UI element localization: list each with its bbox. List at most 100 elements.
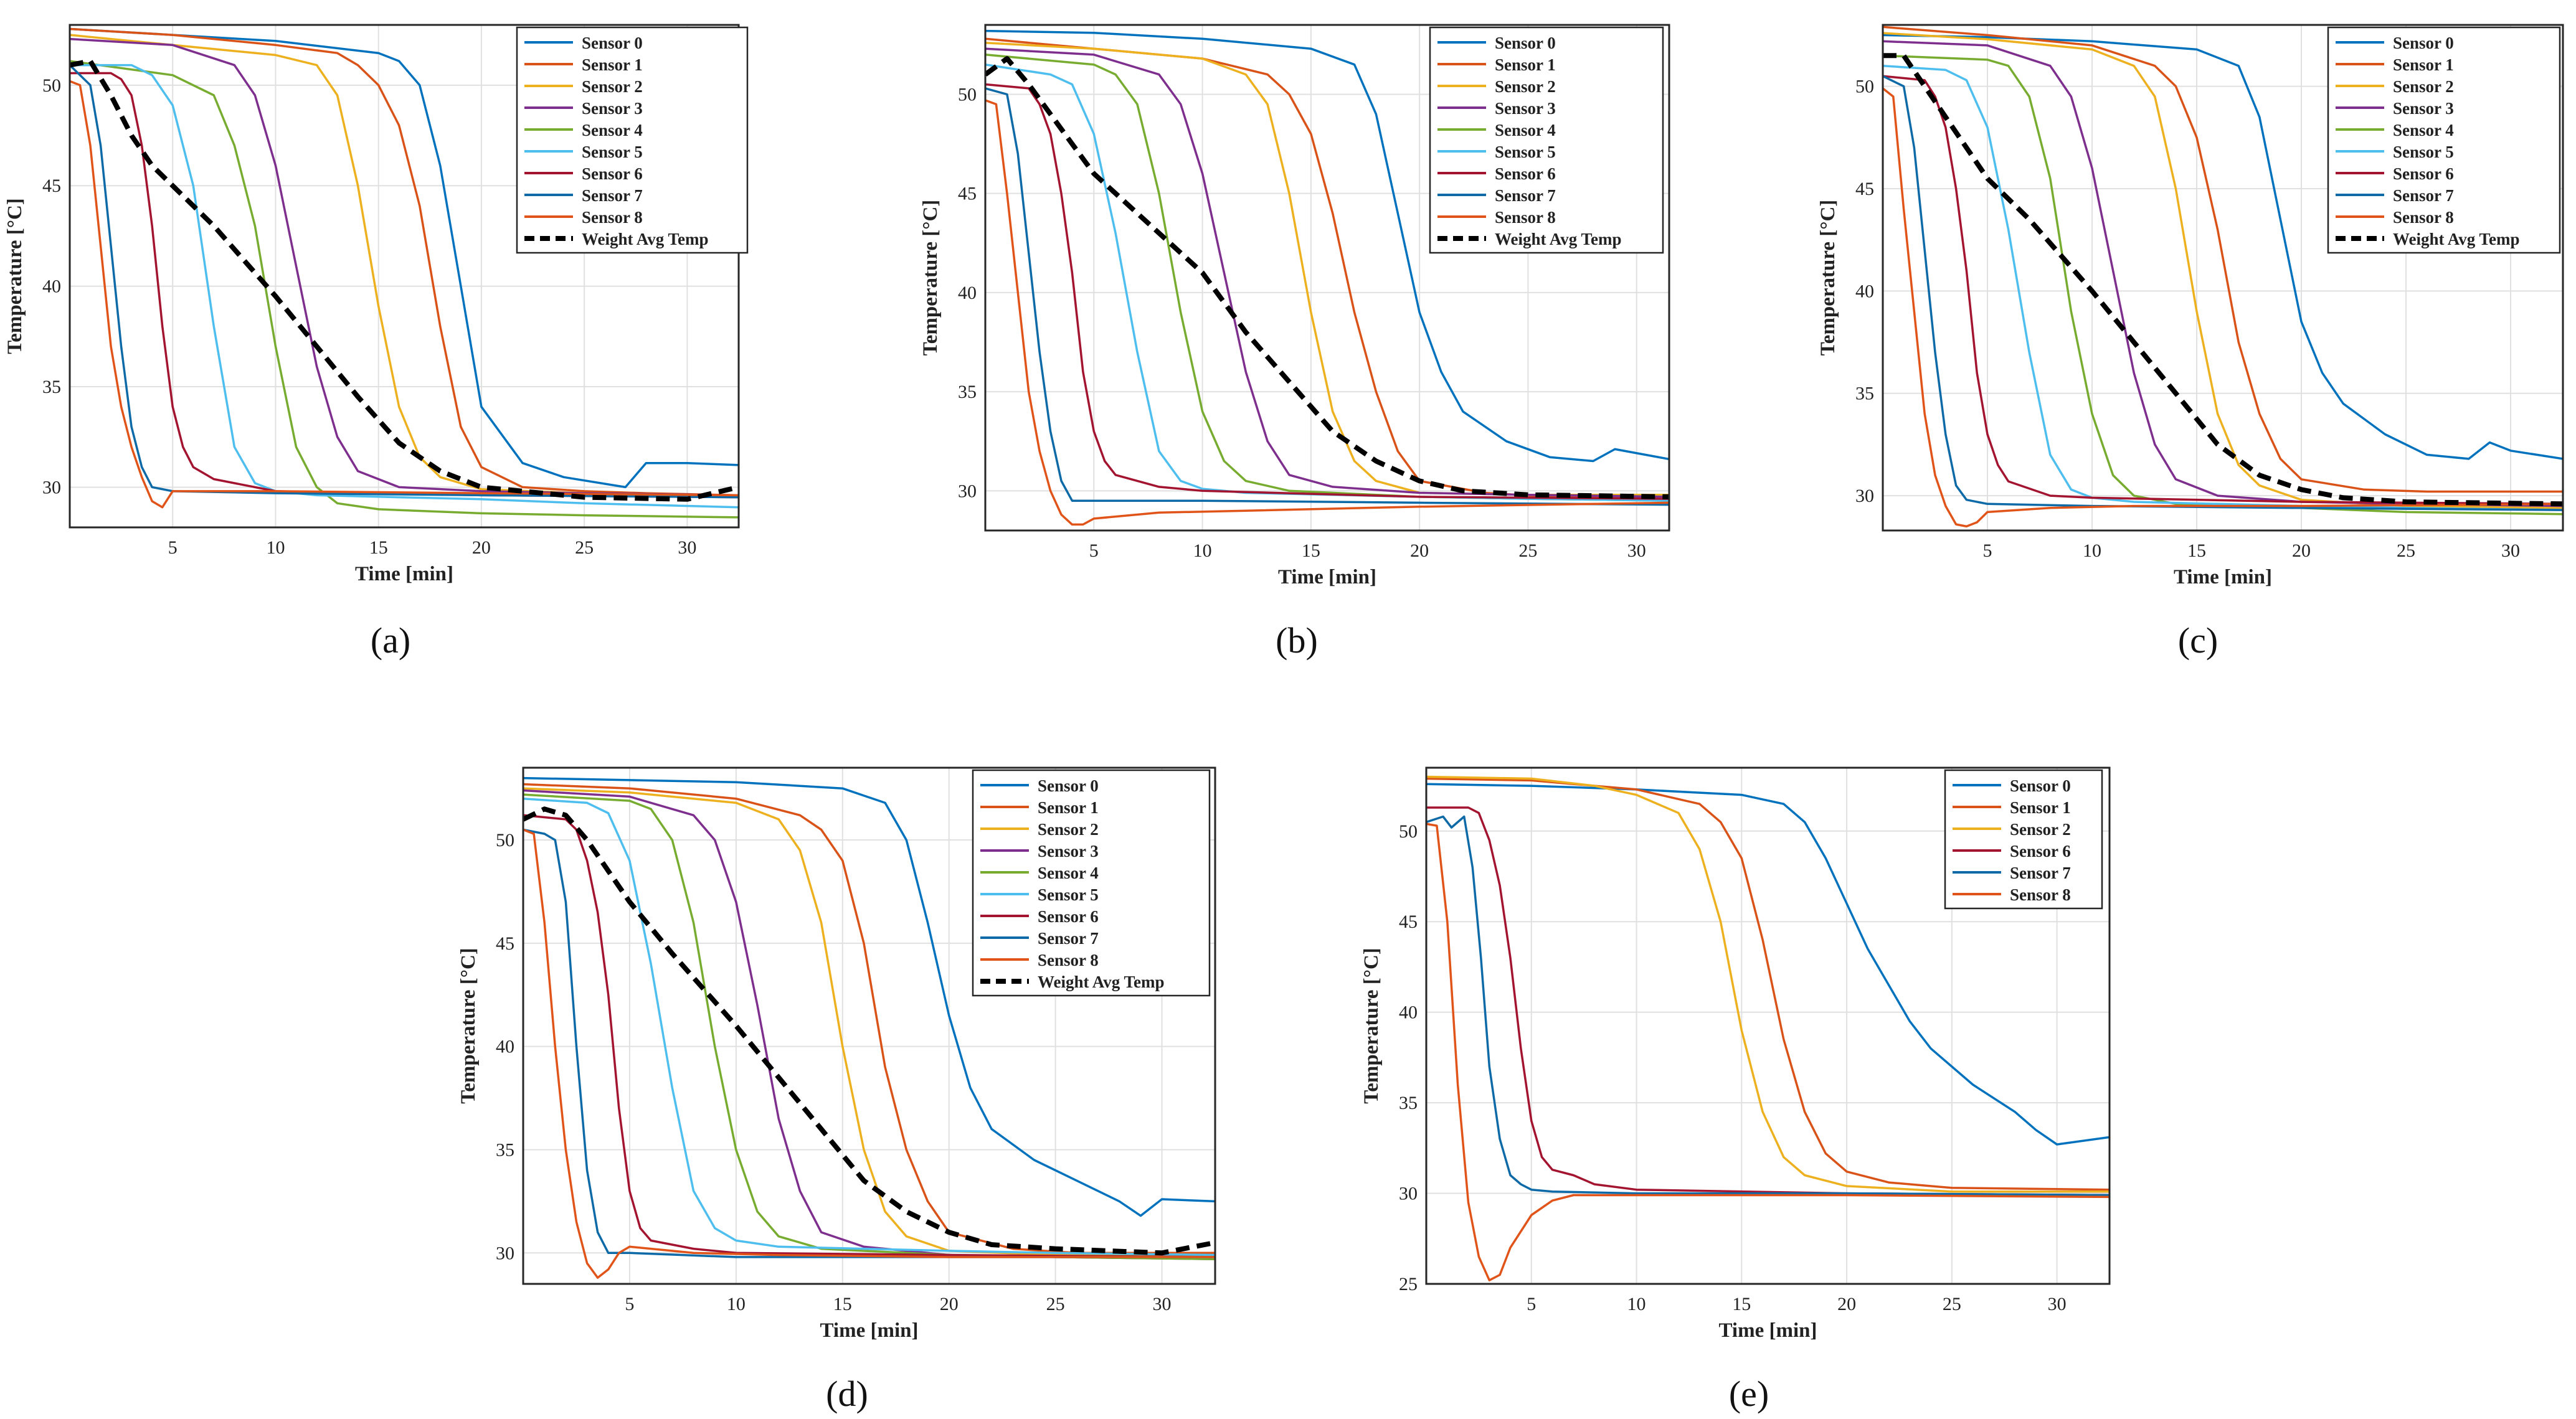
x-tick-label-a: 5: [168, 537, 178, 558]
legend-e: [1944, 769, 2103, 910]
series-line-sensor-8: [985, 99, 1669, 526]
x-axis-label-b: Time [min]: [1278, 566, 1376, 588]
legend-entry: Sensor 7: [2010, 864, 2071, 882]
series-line-sensor-6: [985, 83, 1669, 500]
x-tick-label-d: 15: [833, 1294, 852, 1314]
series-line-sensor-6: [523, 814, 1215, 1258]
x-axis-label-a: Time [min]: [355, 563, 453, 585]
legend-entry: Sensor 2: [582, 77, 643, 96]
x-tick-label-d: 5: [625, 1294, 634, 1314]
y-axis-label-d: Temperature [°C]: [457, 948, 480, 1104]
series-line-sensor-7: [523, 828, 1215, 1258]
x-tick-label-e: 20: [1837, 1294, 1856, 1314]
y-tick-label-b: 45: [958, 184, 977, 204]
legend-entry: Sensor 6: [1038, 907, 1099, 926]
legend-entry: Sensor 6: [2010, 842, 2071, 860]
legend-entry: Sensor 1: [1495, 55, 1556, 74]
legend-entry: Weight Avg Temp: [582, 230, 709, 248]
x-tick-label-d: 25: [1046, 1294, 1065, 1314]
x-axis-label-d: Time [min]: [820, 1319, 919, 1342]
y-axis-label-c: Temperature [°C]: [1817, 200, 1839, 356]
plot-frame-b: [984, 24, 1670, 532]
series-line-sensor-6: [70, 72, 739, 499]
legend-entry: Sensor 2: [2010, 820, 2071, 839]
legend-entry: Sensor 1: [582, 55, 643, 74]
x-tick-label-e: 10: [1627, 1294, 1646, 1314]
y-tick-label-d: 50: [496, 830, 514, 851]
legend-entry: Weight Avg Temp: [2393, 230, 2520, 248]
y-tick-label-e: 30: [1399, 1184, 1418, 1204]
y-tick-label-e: 45: [1399, 912, 1418, 932]
y-tick-label-b: 40: [958, 283, 977, 303]
legend-entry: Sensor 2: [1495, 77, 1556, 96]
legend-entry: Sensor 8: [582, 208, 643, 227]
series-line-sensor-8: [70, 80, 739, 509]
series-line-sensor-0: [1883, 34, 2563, 460]
y-tick-label-d: 45: [496, 933, 514, 954]
legend-entry: Sensor 6: [1495, 164, 1556, 183]
series-line-sensor-3: [70, 37, 739, 497]
x-tick-label-c: 30: [2501, 540, 2520, 561]
x-tick-label-d: 20: [940, 1294, 959, 1314]
series-line-sensor-0: [985, 29, 1669, 463]
y-tick-label-d: 35: [496, 1139, 514, 1160]
legend-entry: Sensor 7: [2393, 186, 2454, 205]
panel-e: 5 10 15 20 25 30 25 30 35 40 45 50 Time [min] Tempera…: [1360, 766, 2111, 1342]
legend-entry: Sensor 3: [1038, 842, 1099, 860]
series-line-sensor-1: [1426, 777, 2110, 1191]
y-tick-label-c: 50: [1855, 77, 1874, 97]
x-tick-label-a: 30: [678, 537, 696, 558]
series-line-sensor-5: [523, 797, 1215, 1256]
x-tick-label-a: 15: [369, 537, 388, 558]
legend-entry: Sensor 0: [1495, 34, 1556, 52]
y-tick-label-c: 45: [1855, 179, 1874, 199]
x-tick-label-e: 5: [1527, 1294, 1536, 1314]
x-tick-label-b: 20: [1410, 540, 1429, 561]
y-axis-label-e: Temperature [°C]: [1360, 948, 1383, 1104]
series-line-sensor-8: [1426, 823, 2110, 1281]
legend-entry: Sensor 0: [2010, 776, 2071, 795]
series-line-weight-avg-temp: [1883, 53, 2563, 507]
y-axis-label-b: Temperature [°C]: [919, 200, 942, 356]
x-tick-label-c: 20: [2292, 540, 2311, 561]
x-tick-label-c: 15: [2187, 540, 2206, 561]
y-tick-label-e: 50: [1399, 821, 1418, 842]
x-tick-label-c: 25: [2397, 540, 2415, 561]
series-line-sensor-7: [70, 64, 739, 499]
series-line-sensor-6: [1883, 75, 2563, 506]
y-tick-label-b: 50: [958, 84, 977, 105]
legend-entry: Sensor 1: [2393, 55, 2454, 74]
legend-entry: Weight Avg Temp: [1038, 973, 1165, 991]
legend-entry: Sensor 3: [1495, 99, 1556, 118]
panel-label-d: (d): [826, 1374, 868, 1414]
legend-entry: Sensor 4: [2393, 121, 2454, 139]
series-line-sensor-0: [70, 27, 739, 489]
legend-entry: Sensor 6: [582, 164, 643, 183]
y-tick-label-a: 40: [42, 276, 61, 297]
y-tick-label-e: 35: [1399, 1093, 1418, 1113]
legend-entry: Sensor 3: [2393, 99, 2454, 118]
x-tick-label-e: 15: [1732, 1294, 1751, 1314]
series-line-sensor-6: [1426, 806, 2110, 1197]
x-tick-label-d: 10: [727, 1294, 746, 1314]
x-tick-label-b: 5: [1089, 540, 1099, 561]
legend-entry: Sensor 2: [1038, 820, 1099, 839]
legend-entry: Sensor 2: [2393, 77, 2454, 96]
x-tick-label-e: 25: [1943, 1294, 1961, 1314]
series-line-sensor-7: [985, 87, 1669, 506]
x-tick-label-a: 20: [472, 537, 491, 558]
y-tick-label-b: 35: [958, 382, 977, 402]
y-tick-label-e: 25: [1399, 1274, 1418, 1294]
y-tick-label-c: 40: [1855, 281, 1874, 301]
series-line-sensor-1: [1883, 26, 2563, 493]
legend-entry: Sensor 5: [1495, 143, 1556, 161]
x-tick-label-b: 15: [1302, 540, 1320, 561]
x-tick-label-d: 30: [1153, 1294, 1172, 1314]
y-tick-label-a: 30: [42, 477, 61, 497]
y-tick-label-d: 40: [496, 1037, 514, 1057]
legend-entry: Sensor 5: [2393, 143, 2454, 161]
x-tick-label-c: 5: [1983, 540, 1992, 561]
y-tick-label-c: 30: [1855, 486, 1874, 506]
legend-entry: Sensor 5: [582, 143, 643, 161]
